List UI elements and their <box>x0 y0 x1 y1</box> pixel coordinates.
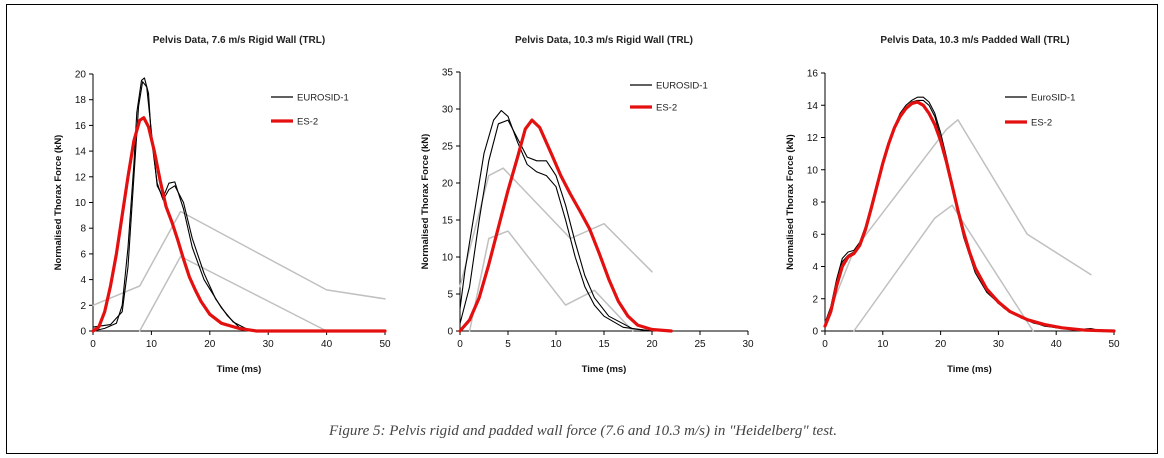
y-tick-label: 16 <box>807 69 819 80</box>
y-tick-label: 4 <box>812 262 818 273</box>
y-tick-label: 10 <box>75 198 87 209</box>
chart-1: Pelvis Data, 7.6 m/s Rigid Wall (TRL) 0 2 4… <box>53 35 391 375</box>
y-tick-label: 14 <box>75 147 87 158</box>
y-tick-label: 4 <box>80 275 86 286</box>
y-tick-label: 20 <box>75 70 87 81</box>
y-tick-label: 18 <box>75 95 87 106</box>
chart-title: Pelvis Data, 7.6 m/s Rigid Wall (TRL) <box>153 35 325 46</box>
x-axis-label: Time (ms) <box>582 364 627 375</box>
y-axis-label: Normalised Thorax Force (kN) <box>420 134 431 270</box>
legend-label: EUROSID-1 <box>297 93 349 104</box>
y-tick-label: 15 <box>442 216 454 227</box>
legend-label: ES-2 <box>1031 118 1052 129</box>
y-axis-label: Normalised Thorax Force (kN) <box>785 134 796 270</box>
corridor-line <box>824 119 1092 324</box>
y-tick-label: 6 <box>80 249 86 260</box>
x-tick-label: 10 <box>877 339 889 350</box>
figure-caption: Figure 5: Pelvis rigid and padded wall f… <box>329 423 837 439</box>
chart-2: Pelvis Data, 10.3 m/s Rigid Wall (TRL) 0 5… <box>420 35 754 375</box>
x-tick-label: 10 <box>550 339 562 350</box>
x-tick-label: 25 <box>694 339 706 350</box>
x-tick-label: 20 <box>646 339 658 350</box>
y-tick-label: 2 <box>80 301 86 312</box>
y-axis-label: Normalised Thorax Force (kN) <box>53 135 64 271</box>
eurosid-series-line <box>459 119 653 332</box>
legend-label: ES-2 <box>656 103 677 114</box>
y-tick-label: 5 <box>447 290 453 301</box>
legend-label: ES-2 <box>297 117 318 128</box>
x-axis-label: Time (ms) <box>217 364 262 375</box>
x-axis-label: Time (ms) <box>947 364 992 375</box>
eurosid-series-line <box>92 81 252 332</box>
y-tick-label: 0 <box>812 327 818 338</box>
x-tick-label: 50 <box>379 339 391 350</box>
charts-canvas: Pelvis Data, 7.6 m/s Rigid Wall (TRL) 0 2 4… <box>53 35 1120 375</box>
y-tick-label: 2 <box>812 294 818 305</box>
x-tick-label: 30 <box>742 339 754 350</box>
corridor-line <box>92 210 386 307</box>
y-tick-label: 6 <box>812 230 818 241</box>
x-tick-label: 15 <box>598 339 610 350</box>
y-tick-label: 8 <box>812 198 818 209</box>
y-tick-label: 25 <box>442 142 454 153</box>
x-tick-label: 0 <box>822 339 828 350</box>
es2-series-line <box>458 118 673 333</box>
x-tick-label: 5 <box>505 339 511 350</box>
y-tick-label: 35 <box>442 68 454 79</box>
x-tick-label: 50 <box>1108 339 1120 350</box>
x-tick-label: 20 <box>204 339 216 350</box>
chart-title: Pelvis Data, 10.3 m/s Rigid Wall (TRL) <box>515 35 693 46</box>
y-tick-label: 8 <box>80 224 86 235</box>
x-tick-label: 0 <box>457 339 463 350</box>
legend-label: EuroSID-1 <box>1031 93 1075 104</box>
x-tick-label: 30 <box>263 339 275 350</box>
y-tick-label: 16 <box>75 121 87 132</box>
x-tick-label: 10 <box>146 339 158 350</box>
y-tick-label: 10 <box>442 253 454 264</box>
corridor-line <box>459 167 653 288</box>
figure-frame: Pelvis Data, 7.6 m/s Rigid Wall (TRL) 0 2 4… <box>6 4 1158 454</box>
x-tick-label: 0 <box>90 339 96 350</box>
y-tick-label: 12 <box>75 172 87 183</box>
corridor-line <box>138 255 328 332</box>
y-tick-label: 12 <box>807 133 819 144</box>
x-tick-label: 30 <box>993 339 1005 350</box>
legend-label: EUROSID-1 <box>656 81 708 92</box>
x-tick-label: 40 <box>1051 339 1063 350</box>
es2-series-line <box>91 116 387 333</box>
chart-title: Pelvis Data, 10.3 m/s Padded Wall (TRL) <box>880 35 1069 46</box>
y-tick-label: 0 <box>80 327 86 338</box>
x-tick-label: 20 <box>935 339 947 350</box>
chart-3: Pelvis Data, 10.3 m/s Padded Wall (TRL) 0… <box>785 35 1120 375</box>
y-tick-label: 14 <box>807 101 819 112</box>
eurosid-series-line <box>459 109 653 332</box>
y-tick-label: 30 <box>442 105 454 116</box>
x-tick-label: 40 <box>321 339 333 350</box>
y-tick-label: 20 <box>442 179 454 190</box>
corridor-line <box>468 230 634 332</box>
y-tick-label: 10 <box>807 165 819 176</box>
es2-series-line <box>823 100 1116 333</box>
corridor-line <box>853 204 1034 332</box>
y-tick-label: 0 <box>447 327 453 338</box>
